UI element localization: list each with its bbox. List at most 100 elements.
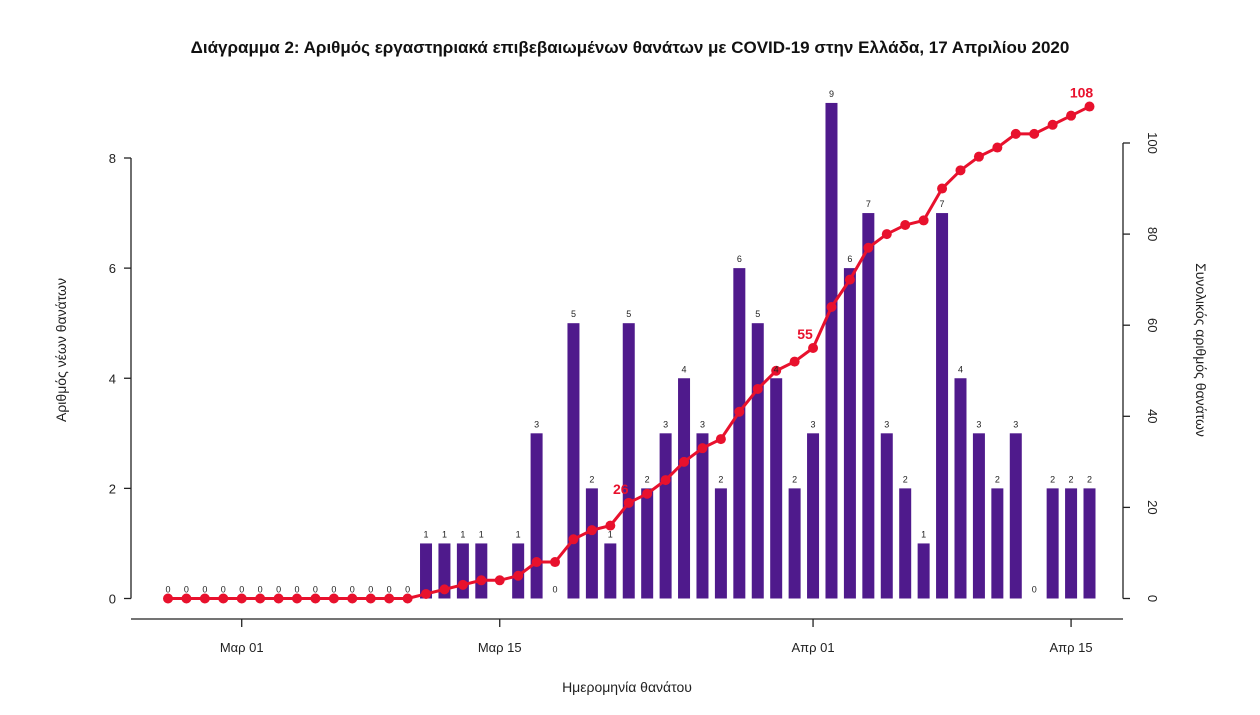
- bar-value-label: 0: [202, 585, 207, 595]
- cumulative-point: [1047, 119, 1058, 130]
- cumulative-point: [715, 434, 726, 445]
- bar-value-label: 7: [940, 199, 945, 209]
- cumulative-point: [402, 593, 413, 604]
- bar-value-label: 2: [995, 474, 1000, 484]
- left-tick-label: 4: [109, 371, 116, 386]
- right-tick-label: 60: [1145, 318, 1160, 332]
- cumulative-point: [900, 219, 911, 230]
- cumulative-point: [310, 593, 321, 604]
- bar: [733, 268, 746, 599]
- left-tick-label: 2: [109, 481, 116, 496]
- bar-value-label: 3: [700, 419, 705, 429]
- x-tick-label: Μαρ 01: [220, 640, 264, 655]
- bar: [1065, 488, 1078, 599]
- bar-value-label: 2: [645, 474, 650, 484]
- bar-value-label: 0: [350, 585, 355, 595]
- cumulative-point: [568, 534, 579, 545]
- bar-value-label: 2: [792, 474, 797, 484]
- cumulative-point: [236, 593, 247, 604]
- bar-value-label: 0: [184, 585, 189, 595]
- bar-value-label: 0: [553, 585, 558, 595]
- bar: [751, 323, 764, 599]
- bar-value-label: 6: [737, 254, 742, 264]
- x-tick-label: Απρ 15: [1050, 640, 1093, 655]
- cumulative-point: [734, 406, 745, 417]
- bar: [880, 433, 893, 599]
- cumulative-point: [1029, 128, 1040, 139]
- x-axis: Μαρ 01 Μαρ 15 Απρ 01 Απρ 15: [131, 618, 1123, 655]
- bar-value-label: 0: [405, 585, 410, 595]
- bar: [420, 543, 433, 599]
- bar: [899, 488, 912, 599]
- bar: [530, 433, 543, 599]
- bar-value-label: 0: [258, 585, 263, 595]
- bar-value-label: 0: [295, 585, 300, 595]
- bar: [788, 488, 801, 599]
- right-y-axis: 0 20 40 60 80 100: [1122, 132, 1160, 602]
- right-tick-label: 20: [1145, 500, 1160, 514]
- bar-value-label: 2: [903, 474, 908, 484]
- bar-value-label: 3: [663, 419, 668, 429]
- cumulative-point: [660, 475, 671, 486]
- cumulative-point: [642, 488, 653, 499]
- bar: [972, 433, 985, 599]
- bar-value-label: 1: [516, 529, 521, 539]
- cumulative-point: [937, 183, 948, 194]
- bar-value-label: 1: [460, 529, 465, 539]
- bar: [954, 378, 967, 599]
- bar: [696, 433, 709, 599]
- right-tick-label: 40: [1145, 409, 1160, 423]
- cumulative-point: [163, 593, 173, 604]
- cumulative-point: [550, 557, 561, 568]
- bar-value-label: 4: [958, 364, 963, 374]
- x-tick-label: Απρ 01: [791, 640, 834, 655]
- cumulative-point: [328, 593, 339, 604]
- bar: [456, 543, 469, 599]
- y-axis-right-title: Συνολικός αριθμός θανάτων: [1193, 263, 1209, 437]
- bar: [475, 543, 488, 599]
- bar-value-label: 1: [424, 529, 429, 539]
- right-tick-label: 80: [1145, 227, 1160, 241]
- cumulative-point: [421, 588, 432, 599]
- bar: [1046, 488, 1059, 599]
- cumulative-point: [531, 557, 542, 568]
- bar: [1083, 488, 1096, 599]
- x-axis-title: Ημερομηνία θανάτου: [562, 679, 692, 695]
- bar-value-label: 2: [1069, 474, 1074, 484]
- cumulative-point: [218, 593, 229, 604]
- bar: [585, 488, 598, 599]
- x-tick-label: Μαρ 15: [478, 640, 522, 655]
- bar: [825, 102, 838, 599]
- bar-value-label: 0: [221, 585, 226, 595]
- bar-value-label: 3: [976, 419, 981, 429]
- cumulative-point: [273, 593, 284, 604]
- bar: [622, 323, 635, 599]
- bar-value-label: 0: [331, 585, 336, 595]
- cumulative-point: [679, 456, 690, 467]
- bar-value-label: 0: [387, 585, 392, 595]
- bar: [991, 488, 1004, 599]
- left-y-axis: 0 2 4 6 8: [109, 151, 132, 607]
- cumulative-point: [439, 584, 450, 595]
- cumulative-point: [181, 593, 192, 604]
- bar: [567, 323, 580, 599]
- cumulative-point: [1010, 128, 1021, 139]
- bar: [1009, 433, 1022, 599]
- left-tick-label: 8: [109, 151, 116, 166]
- bar-value-label: 6: [847, 254, 852, 264]
- chart-title: Διάγραμμα 2: Αριθμός εργαστηριακά επιβεβ…: [190, 38, 1070, 57]
- bar-value-label: 0: [239, 585, 244, 595]
- bar-value-label: 2: [589, 474, 594, 484]
- bar-series: [420, 102, 1096, 599]
- right-tick-label: 0: [1145, 595, 1160, 602]
- cumulative-value-label: 55: [797, 326, 813, 342]
- bar-value-label: 3: [1013, 419, 1018, 429]
- bar-value-label: 5: [755, 309, 760, 319]
- bar-value-label: 1: [442, 529, 447, 539]
- cumulative-point: [623, 497, 634, 508]
- cumulative-point: [513, 570, 524, 581]
- cumulative-value-label: 26: [613, 481, 629, 497]
- cumulative-point: [826, 301, 837, 312]
